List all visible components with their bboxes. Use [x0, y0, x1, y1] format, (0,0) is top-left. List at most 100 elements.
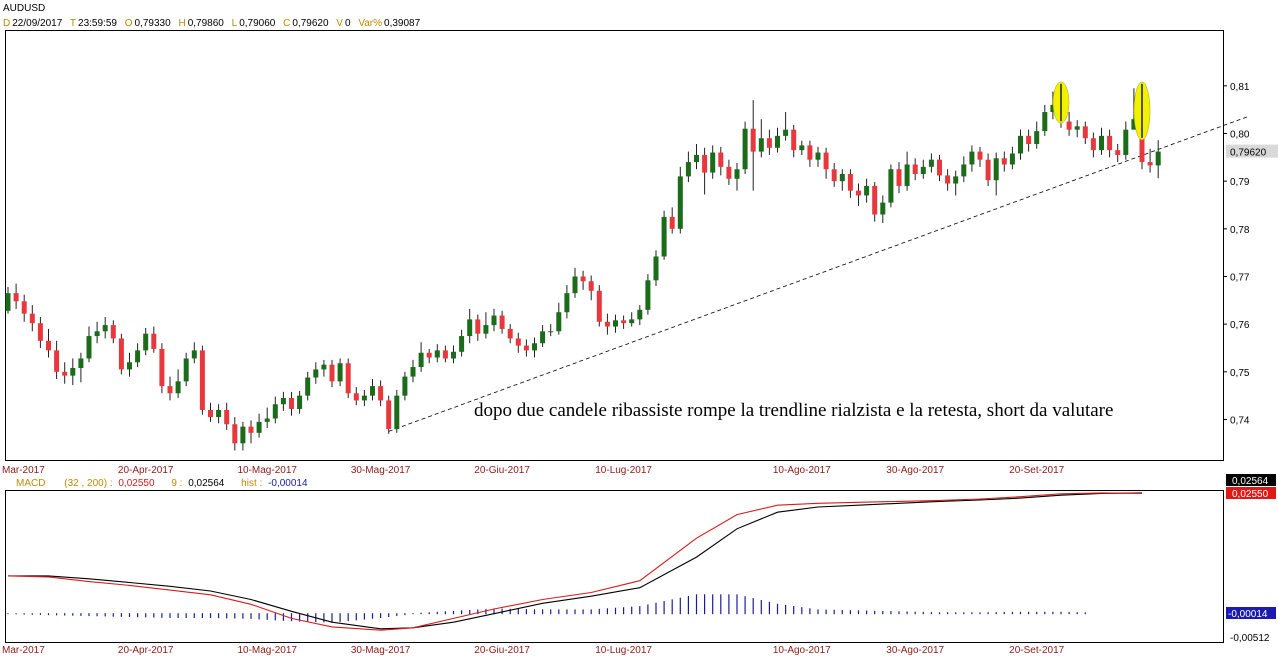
candle [442, 345, 448, 363]
candle-body [175, 381, 181, 394]
candle [418, 342, 424, 372]
candle [742, 121, 748, 174]
candle [1082, 121, 1088, 144]
candle-body [985, 159, 991, 181]
candle-body [888, 169, 894, 203]
candle [896, 162, 902, 194]
candle [718, 146, 724, 176]
candle [540, 325, 546, 348]
price-x-axis: Mar-2017 20-Apr-2017 10-Mag-2017 30-Mag-201… [2, 465, 1065, 476]
close-value: 0,79620 [292, 18, 329, 29]
symbol-title: AUDUSD [3, 3, 45, 14]
candle [5, 286, 11, 314]
candle [13, 283, 19, 309]
candle-body [637, 309, 643, 320]
candle [912, 158, 918, 181]
candle [685, 151, 691, 183]
candle-body [1155, 151, 1161, 166]
x-tick-label: Mar-2017 [2, 645, 45, 656]
candle-body [491, 315, 497, 326]
candle [572, 267, 578, 298]
macd-params: (32 , 200) : [64, 478, 112, 489]
candle-body [1131, 119, 1137, 130]
candle [499, 310, 505, 334]
candle-body [588, 281, 594, 291]
candle [402, 371, 408, 401]
candle [191, 342, 197, 364]
candle [280, 391, 286, 411]
x-tick-label: 10-Lug-2017 [595, 465, 652, 476]
macd-histogram [7, 594, 1086, 623]
candle-body [240, 426, 246, 444]
candle-body [102, 325, 108, 332]
x-tick-label: 10-Ago-2017 [773, 465, 831, 476]
candle [1123, 121, 1129, 160]
price-y-tick-label: 0,74 [1230, 415, 1250, 426]
macd-line [7, 492, 1143, 631]
hist-value-box [1226, 607, 1276, 619]
candle [183, 352, 189, 387]
candle-body [353, 393, 359, 401]
candle [216, 404, 222, 424]
high-key: H [178, 18, 185, 29]
candle [937, 154, 942, 182]
candle [29, 305, 35, 332]
macd-signal-line [8, 492, 1143, 630]
x-tick-label: 10-Lug-2017 [595, 645, 652, 656]
candle-body [710, 152, 716, 173]
price-y-tick-label: 0,75 [1230, 368, 1250, 379]
candle-body [280, 398, 286, 405]
signal-header-value: 0,02564 [188, 478, 225, 489]
candle [329, 359, 335, 388]
hist-header-value: -0,00014 [268, 478, 308, 489]
candle [434, 344, 440, 363]
candle [758, 119, 764, 158]
candle [604, 313, 610, 335]
highlight-ellipses [1052, 81, 1151, 141]
candle [361, 389, 367, 407]
candle-body [702, 154, 708, 173]
candle-body [297, 395, 303, 409]
candle-body [532, 343, 537, 351]
candle-body [961, 164, 967, 177]
candle-body [896, 169, 902, 186]
macd-value-tags: 0,02564 0,02550 -0,00014 -0,00512 [1226, 474, 1276, 644]
candle-body [1082, 126, 1088, 139]
candle [305, 371, 311, 401]
candle [110, 320, 116, 344]
candle-body [856, 190, 861, 196]
candle [78, 352, 84, 383]
candle-body [183, 358, 189, 382]
candle [353, 387, 359, 406]
candle-body [13, 293, 19, 302]
last-price-label: 0,79620 [1230, 148, 1267, 159]
candle [847, 169, 853, 198]
candle [321, 359, 327, 377]
candle [815, 146, 821, 167]
macd-value-box [1226, 487, 1276, 499]
candle [459, 329, 465, 357]
candle [467, 308, 473, 344]
candle-body [1042, 112, 1048, 132]
candle [451, 345, 456, 364]
candle-body [329, 364, 335, 382]
x-tick-label: 20-Giu-2017 [474, 465, 530, 476]
candle [856, 183, 861, 206]
candle [580, 270, 586, 290]
candle [62, 362, 68, 384]
time-value: 23:59:59 [78, 18, 117, 29]
macd-header: MACD (32 , 200) : 0,02550 9 : 0,02564 hi… [16, 478, 308, 489]
candle-body [945, 175, 951, 184]
macd-x-axis: Mar-2017 20-Apr-2017 10-Mag-2017 30-Mag-201… [2, 645, 1065, 656]
candle-body [1147, 162, 1153, 166]
candle-body [839, 174, 845, 182]
candle-body [937, 159, 942, 176]
candle-body [548, 331, 554, 333]
candle-body [775, 135, 780, 148]
low-key: L [232, 18, 238, 29]
candle [1115, 143, 1121, 163]
candle-body [629, 319, 635, 324]
candle-body [718, 152, 724, 167]
last-price-tag: 0,79620 [1226, 144, 1278, 159]
candle [94, 321, 100, 344]
